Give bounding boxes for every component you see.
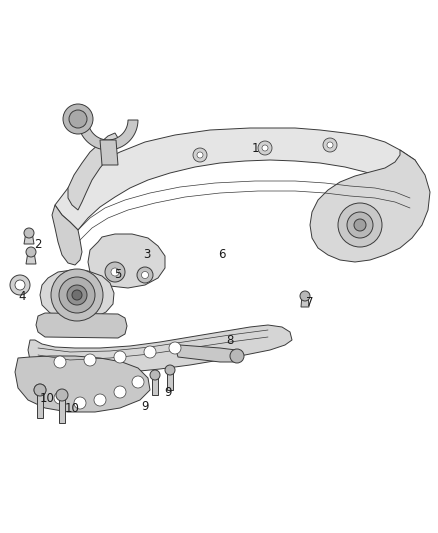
Circle shape	[105, 262, 125, 282]
Circle shape	[323, 138, 337, 152]
Polygon shape	[310, 150, 430, 262]
Circle shape	[111, 268, 119, 276]
Circle shape	[54, 356, 66, 368]
Circle shape	[150, 370, 160, 380]
Polygon shape	[167, 370, 173, 390]
Circle shape	[144, 346, 156, 358]
Polygon shape	[28, 325, 292, 375]
Polygon shape	[176, 345, 240, 362]
Circle shape	[63, 104, 93, 134]
Circle shape	[193, 148, 207, 162]
Polygon shape	[78, 110, 138, 150]
Text: 9: 9	[164, 385, 172, 399]
Circle shape	[51, 269, 103, 321]
Circle shape	[67, 285, 87, 305]
Circle shape	[300, 291, 310, 301]
Text: 3: 3	[143, 248, 151, 262]
Circle shape	[24, 228, 34, 238]
Polygon shape	[36, 313, 127, 338]
Circle shape	[165, 365, 175, 375]
Text: 10: 10	[39, 392, 54, 405]
Circle shape	[59, 277, 95, 313]
Text: 1: 1	[251, 141, 259, 155]
Polygon shape	[37, 390, 43, 418]
Text: 8: 8	[226, 334, 234, 346]
Polygon shape	[26, 252, 36, 264]
Polygon shape	[55, 128, 420, 230]
Circle shape	[338, 203, 382, 247]
Polygon shape	[152, 375, 158, 395]
Circle shape	[327, 142, 333, 148]
Polygon shape	[40, 270, 114, 320]
Circle shape	[132, 376, 144, 388]
Circle shape	[347, 212, 373, 238]
Polygon shape	[15, 356, 150, 412]
Circle shape	[10, 275, 30, 295]
Text: 2: 2	[34, 238, 42, 251]
Circle shape	[74, 397, 86, 409]
Circle shape	[354, 219, 366, 231]
Circle shape	[114, 351, 126, 363]
Circle shape	[72, 290, 82, 300]
Polygon shape	[52, 205, 82, 265]
Circle shape	[230, 349, 244, 363]
Circle shape	[26, 247, 36, 257]
Polygon shape	[68, 133, 118, 210]
Circle shape	[34, 384, 46, 396]
Text: 6: 6	[218, 248, 226, 262]
Circle shape	[56, 389, 68, 401]
Polygon shape	[100, 140, 118, 165]
Circle shape	[84, 354, 96, 366]
Circle shape	[94, 394, 106, 406]
Circle shape	[262, 145, 268, 151]
Circle shape	[69, 110, 87, 128]
Circle shape	[54, 392, 66, 404]
Text: 5: 5	[114, 268, 122, 280]
Circle shape	[258, 141, 272, 155]
Polygon shape	[301, 295, 309, 307]
Polygon shape	[24, 232, 34, 244]
Polygon shape	[59, 395, 65, 423]
Circle shape	[141, 271, 148, 279]
Circle shape	[114, 386, 126, 398]
Polygon shape	[88, 234, 165, 288]
Circle shape	[197, 152, 203, 158]
Text: 9: 9	[141, 400, 149, 413]
Circle shape	[137, 267, 153, 283]
Text: 7: 7	[306, 296, 314, 310]
Circle shape	[15, 280, 25, 290]
Circle shape	[34, 384, 46, 396]
Circle shape	[169, 342, 181, 354]
Text: 10: 10	[64, 401, 79, 415]
Text: 4: 4	[18, 289, 26, 303]
